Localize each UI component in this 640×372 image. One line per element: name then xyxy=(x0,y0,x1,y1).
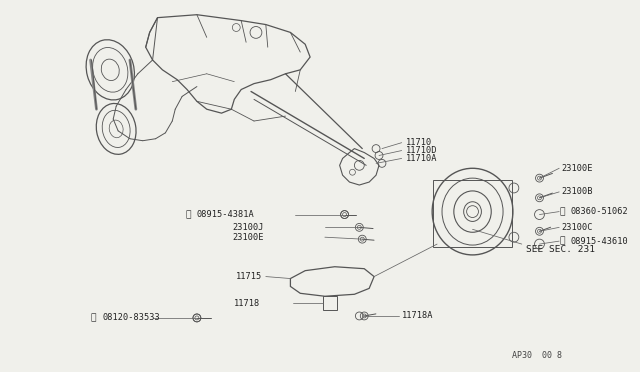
Text: 23100B: 23100B xyxy=(561,187,593,196)
Text: AP30  00 8: AP30 00 8 xyxy=(512,351,562,360)
Text: 23100J: 23100J xyxy=(232,223,264,232)
Text: 23100C: 23100C xyxy=(561,223,593,232)
Text: 11718: 11718 xyxy=(234,299,260,308)
Text: 08915-43610: 08915-43610 xyxy=(571,237,628,246)
Text: Ⓑ: Ⓑ xyxy=(91,314,96,323)
Text: 23100E: 23100E xyxy=(561,164,593,173)
Text: 23100E: 23100E xyxy=(232,233,264,242)
Text: 11710D: 11710D xyxy=(406,146,437,155)
Text: 11710A: 11710A xyxy=(406,154,437,163)
Text: Ⓦ: Ⓦ xyxy=(559,237,564,246)
Text: 11718A: 11718A xyxy=(402,311,433,320)
Text: 08120-83533: 08120-83533 xyxy=(102,314,160,323)
Text: 08915-4381A: 08915-4381A xyxy=(197,210,255,219)
Text: 08360-51062: 08360-51062 xyxy=(571,207,628,216)
Text: SEE SEC. 231: SEE SEC. 231 xyxy=(525,244,595,253)
Text: 11710: 11710 xyxy=(406,138,432,147)
Text: Ⓑ: Ⓑ xyxy=(559,207,564,216)
Text: 11715: 11715 xyxy=(236,272,262,281)
Text: Ⓑ: Ⓑ xyxy=(185,210,191,219)
